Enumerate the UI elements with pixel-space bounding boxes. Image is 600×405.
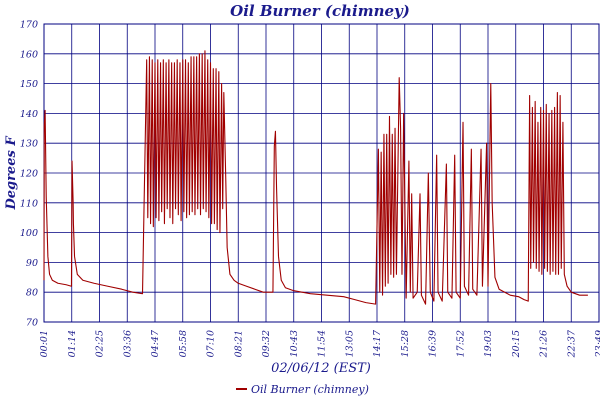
y-tick-label: 150 <box>20 79 38 90</box>
legend: Oil Burner (chimney) <box>236 383 369 396</box>
x-tick-label: 08:21 <box>233 330 244 357</box>
x-tick-label: 19:03 <box>483 330 494 357</box>
x-tick-label: 13:05 <box>344 330 355 357</box>
x-tick-label: 09:32 <box>261 330 272 357</box>
x-tick-label: 01:14 <box>67 330 78 357</box>
x-tick-label: 14:17 <box>372 329 383 357</box>
y-tick-label: 170 <box>20 20 38 31</box>
y-tick-label: 110 <box>20 198 38 209</box>
x-tick-label: 11:54 <box>317 330 328 357</box>
y-tick-labels: 70 80 90 100 110 120 130 140 150 160 170 <box>20 20 38 329</box>
x-tick-label: 17:52 <box>455 330 466 357</box>
y-tick-label: 120 <box>20 169 38 180</box>
x-tick-label: 04:47 <box>150 329 161 357</box>
x-axis-label: 02/06/12 (EST) <box>271 361 371 376</box>
x-tick-labels: 00:01 01:14 02:25 03:36 04:47 05:58 07:10 08:21… <box>39 329 600 358</box>
series-line <box>43 50 588 305</box>
grid-lines <box>43 23 600 323</box>
series-lines <box>43 50 588 305</box>
x-tick-label: 00:01 <box>39 330 50 357</box>
y-tick-label: 130 <box>20 139 38 150</box>
y-axis-label: Degrees F <box>4 136 19 211</box>
y-tick-label: 140 <box>20 109 38 120</box>
x-tick-label: 02:25 <box>95 330 106 357</box>
x-tick-label: 03:36 <box>122 330 133 357</box>
x-tick-label: 05:58 <box>178 330 189 357</box>
y-tick-label: 160 <box>20 49 38 60</box>
x-tick-label: 10:43 <box>289 330 300 357</box>
legend-label: Oil Burner (chimney) <box>251 383 369 396</box>
x-tick-label: 16:39 <box>428 330 439 357</box>
y-tick-label: 100 <box>20 228 38 239</box>
x-tick-label: 07:10 <box>206 330 217 357</box>
x-tick-label: 21:26 <box>539 330 550 358</box>
x-tick-label: 23:49 <box>594 330 600 358</box>
x-tick-label: 20:15 <box>511 330 522 358</box>
x-tick-label: 22:37 <box>566 329 577 358</box>
y-tick-label: 90 <box>26 258 38 269</box>
x-tick-label: 15:28 <box>400 330 411 357</box>
y-tick-label: 80 <box>26 288 38 299</box>
chart-title: Oil Burner (chimney) <box>230 2 410 20</box>
y-tick-label: 70 <box>26 318 38 329</box>
